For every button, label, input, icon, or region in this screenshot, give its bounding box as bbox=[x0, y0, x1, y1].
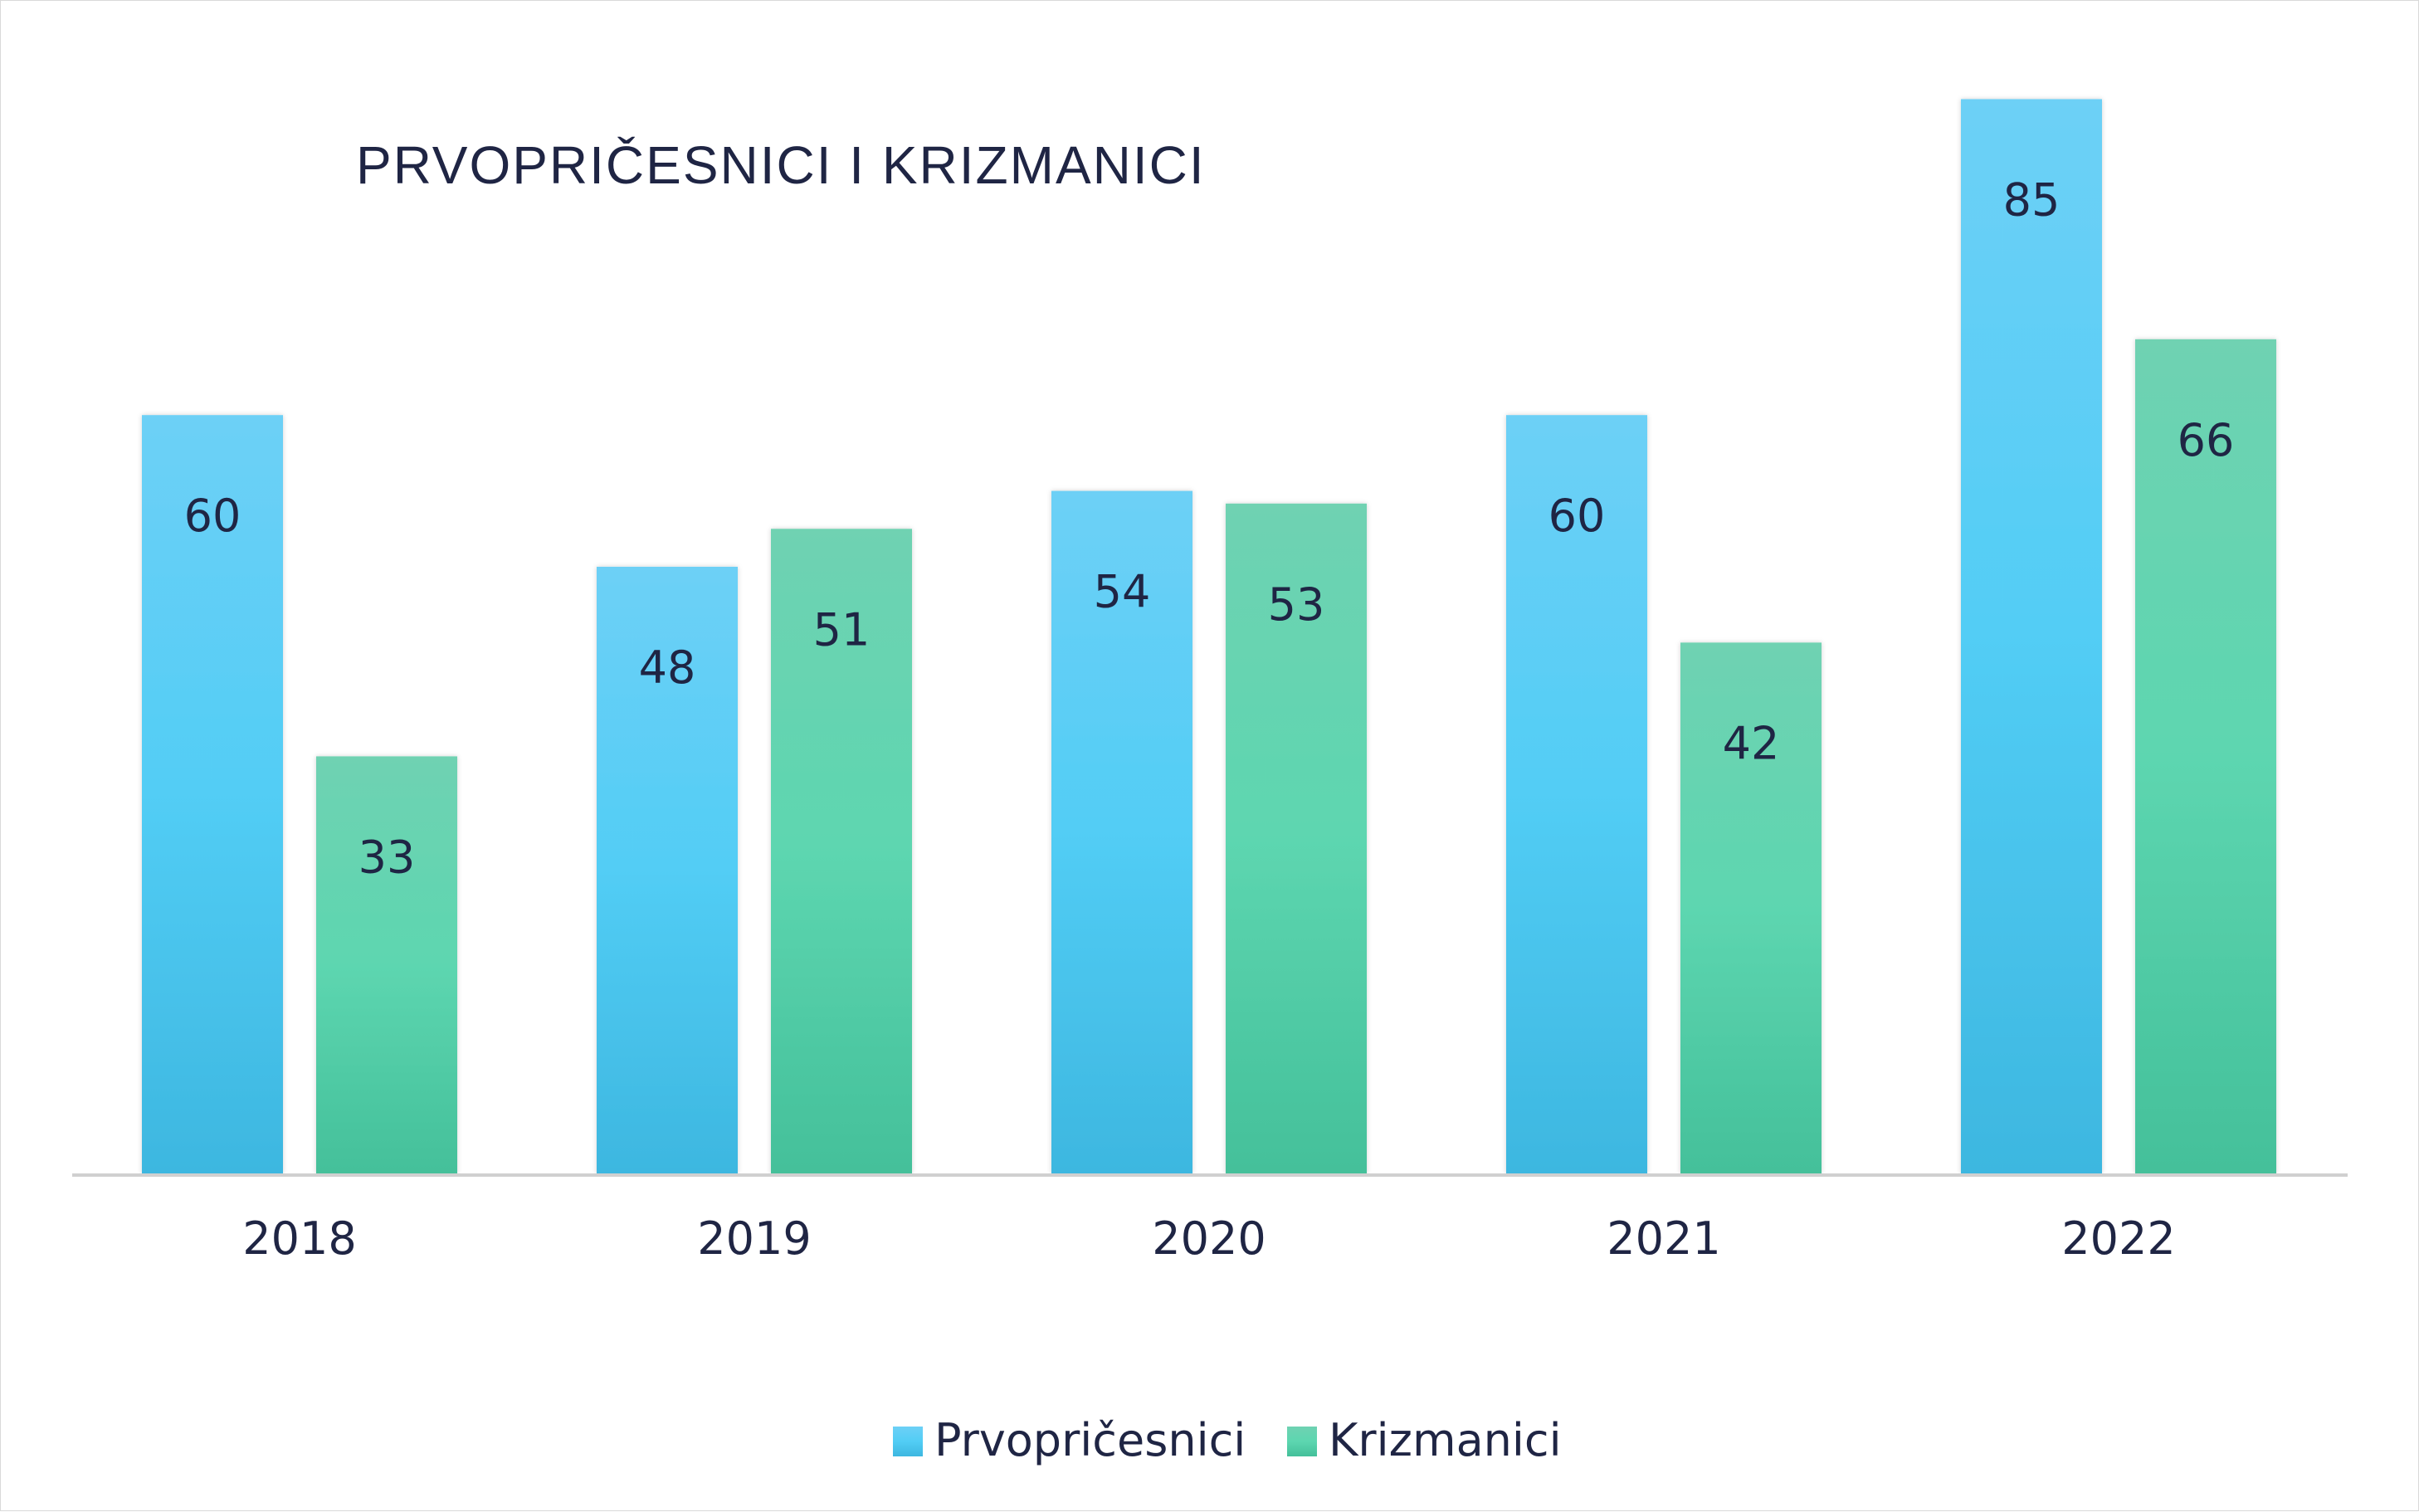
bars-layer bbox=[142, 99, 2276, 1174]
bar-prvopričesnici-2021 bbox=[1506, 415, 1647, 1173]
data-label-krizmanici-2021: 42 bbox=[1723, 717, 1780, 769]
chart-title: PRVOPRIČESNICI I KRIZMANICI bbox=[356, 135, 1206, 195]
bar-krizmanici-2020 bbox=[1226, 503, 1367, 1173]
data-label-prvopričesnici-2022: 85 bbox=[2003, 173, 2061, 226]
data-label-prvopričesnici-2021: 60 bbox=[1548, 490, 1606, 542]
data-labels-layer: 60 33 48 51 54 53 60 42 85 66 bbox=[184, 173, 2235, 883]
x-tick-2020: 2020 bbox=[1152, 1212, 1266, 1265]
data-label-prvopričesnici-2020: 54 bbox=[1094, 566, 1151, 618]
data-label-prvopričesnici-2019: 48 bbox=[639, 641, 696, 694]
legend: Prvopričesnici Krizmanici bbox=[893, 1414, 1562, 1466]
data-label-krizmanici-2019: 51 bbox=[813, 603, 871, 656]
x-tick-2018: 2018 bbox=[242, 1212, 356, 1265]
bar-prvopričesnici-2019 bbox=[597, 566, 738, 1173]
legend-label-prvopričesnici: Prvopričesnici bbox=[934, 1414, 1246, 1466]
bar-krizmanici-2022 bbox=[2135, 339, 2276, 1173]
bar-prvopričesnici-2018 bbox=[142, 415, 283, 1173]
x-tick-2022: 2022 bbox=[2061, 1212, 2175, 1265]
legend-swatch-krizmanici bbox=[1287, 1427, 1317, 1456]
x-tick-2019: 2019 bbox=[697, 1212, 811, 1265]
bar-krizmanici-2019 bbox=[771, 529, 912, 1173]
data-label-krizmanici-2022: 66 bbox=[2178, 414, 2235, 466]
bar-krizmanici-2021 bbox=[1680, 642, 1822, 1173]
legend-swatch-prvopričesnici bbox=[893, 1427, 923, 1456]
data-label-krizmanici-2018: 33 bbox=[358, 831, 416, 883]
data-label-prvopričesnici-2018: 60 bbox=[184, 490, 241, 542]
data-label-krizmanici-2020: 53 bbox=[1268, 578, 1325, 631]
bar-krizmanici-2018 bbox=[316, 756, 457, 1173]
x-tick-2021: 2021 bbox=[1607, 1212, 1720, 1265]
x-tick-labels: 2018 2019 2020 2021 2022 bbox=[242, 1212, 2175, 1265]
bar-prvopričesnici-2022 bbox=[1961, 99, 2102, 1174]
legend-label-krizmanici: Krizmanici bbox=[1329, 1414, 1562, 1466]
bar-prvopričesnici-2020 bbox=[1051, 490, 1192, 1173]
